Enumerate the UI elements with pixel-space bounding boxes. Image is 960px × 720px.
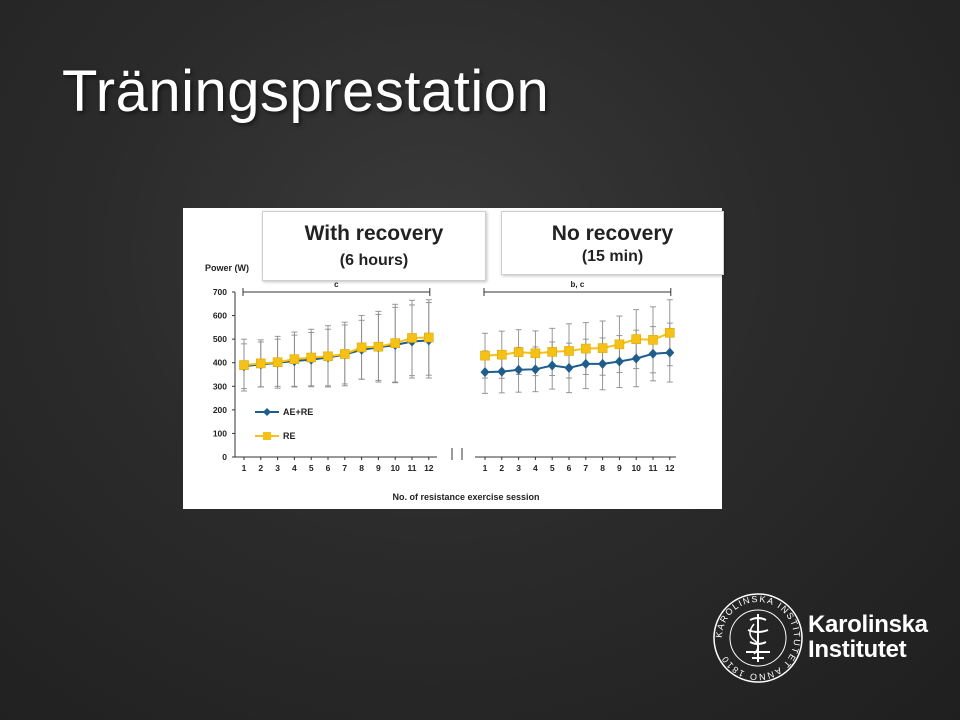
data-point-re <box>631 334 642 344</box>
data-point-re <box>272 357 283 368</box>
data-point-re <box>480 350 490 361</box>
data-point-re <box>614 339 625 350</box>
logo-line2: Institutet <box>808 636 907 663</box>
data-point-re <box>597 343 608 353</box>
x-tick-label: 4 <box>533 463 538 473</box>
x-tick-label: 6 <box>567 463 572 473</box>
y-tick-label: 300 <box>213 381 227 391</box>
x-tick-label: 11 <box>649 463 658 473</box>
karolinska-logo: KAROLINSKA INSTITUTET ANNO 1810 Karolins… <box>710 590 930 690</box>
data-point-re <box>239 360 249 370</box>
data-point-ae-re <box>631 353 641 364</box>
data-point-re <box>648 335 658 345</box>
data-point-re <box>513 347 524 357</box>
legend-marker <box>263 432 271 440</box>
data-point-ae-re <box>497 366 507 377</box>
data-point-re <box>580 343 591 354</box>
x-tick-label: 1 <box>483 463 488 473</box>
data-point-re <box>547 347 558 357</box>
x-tick-label: 6 <box>326 463 331 473</box>
x-tick-label: 12 <box>424 463 434 473</box>
series-line <box>484 331 671 357</box>
data-point-ae-re <box>665 347 675 358</box>
logo-line1: Karolinska <box>808 611 928 638</box>
data-point-ae-re <box>598 358 608 369</box>
data-point-re <box>306 352 316 363</box>
data-point-re <box>564 346 574 356</box>
legend-label: RE <box>283 431 296 441</box>
series-line <box>243 336 429 367</box>
panel-label-with-recovery: With recovery (6 hours) <box>262 211 486 281</box>
data-point-re <box>496 349 507 360</box>
panel-right-sub: (15 min) <box>581 248 644 265</box>
y-tick-label: 200 <box>213 405 227 415</box>
panel-left-sub: (6 hours) <box>339 252 409 269</box>
x-tick-label: 3 <box>516 463 521 473</box>
y-tick-label: 0 <box>222 452 227 462</box>
x-tick-label: 4 <box>292 463 297 473</box>
data-point-ae-re <box>581 358 591 369</box>
data-point-re <box>340 349 350 359</box>
data-point-ae-re <box>547 360 557 371</box>
data-point-ae-re <box>648 348 658 359</box>
data-point-re <box>390 338 400 348</box>
x-tick-label: 1 <box>242 463 247 473</box>
x-tick-label: 9 <box>617 463 622 473</box>
x-axis-label: No. of resistance exercise session <box>392 492 539 502</box>
data-point-re <box>289 354 300 364</box>
data-point-re <box>373 341 384 352</box>
y-tick-label: 400 <box>213 358 227 368</box>
x-tick-label: 3 <box>275 463 280 473</box>
x-tick-label: 9 <box>376 463 381 473</box>
y-tick-label: 100 <box>213 428 227 438</box>
data-point-ae-re <box>614 356 624 367</box>
significance-label: c <box>334 280 339 289</box>
logo-text: Karolinska Institutet <box>808 612 928 662</box>
x-tick-label: 5 <box>550 463 555 473</box>
x-tick-label: 12 <box>665 463 675 473</box>
y-axis-label: Power (W) <box>205 263 249 273</box>
x-tick-label: 10 <box>631 463 641 473</box>
x-tick-label: 7 <box>583 463 588 473</box>
data-point-ae-re <box>514 364 524 375</box>
y-tick-label: 600 <box>213 311 227 321</box>
data-point-ae-re <box>564 362 574 373</box>
data-point-re <box>424 332 434 343</box>
slide-title: Träningsprestation <box>62 59 550 124</box>
x-tick-label: 2 <box>499 463 504 473</box>
data-point-re <box>356 342 367 353</box>
panel-label-no-recovery: No recovery (15 min) <box>501 211 724 275</box>
legend-label: AE+RE <box>283 407 313 417</box>
data-point-re <box>530 348 541 359</box>
y-tick-label: 700 <box>213 287 227 297</box>
y-tick-label: 500 <box>213 334 227 344</box>
seal-icon: KAROLINSKA INSTITUTET ANNO 1810 <box>713 593 803 683</box>
panel-right-main: No recovery <box>551 222 674 245</box>
x-tick-label: 5 <box>309 463 314 473</box>
panel-left-main: With recovery <box>304 222 444 245</box>
legend-marker <box>263 408 271 416</box>
data-point-ae-re <box>480 367 490 378</box>
x-tick-label: 8 <box>359 463 364 473</box>
x-tick-label: 8 <box>600 463 605 473</box>
data-point-re <box>664 327 675 338</box>
data-point-re <box>256 358 266 369</box>
x-tick-label: 10 <box>390 463 400 473</box>
chart-figure: 0 100 200 300 400 500 600 700 Power (W) 1 2 3 4 5 6 7 8 9… <box>183 208 724 509</box>
data-point-ae-re <box>530 364 540 375</box>
data-point-re <box>323 351 333 362</box>
data-point-re <box>407 333 417 343</box>
x-tick-label: 7 <box>342 463 347 473</box>
x-tick-label: 11 <box>408 463 417 473</box>
x-tick-label: 2 <box>258 463 263 473</box>
significance-label: b, c <box>571 280 585 289</box>
series-line <box>484 351 670 374</box>
